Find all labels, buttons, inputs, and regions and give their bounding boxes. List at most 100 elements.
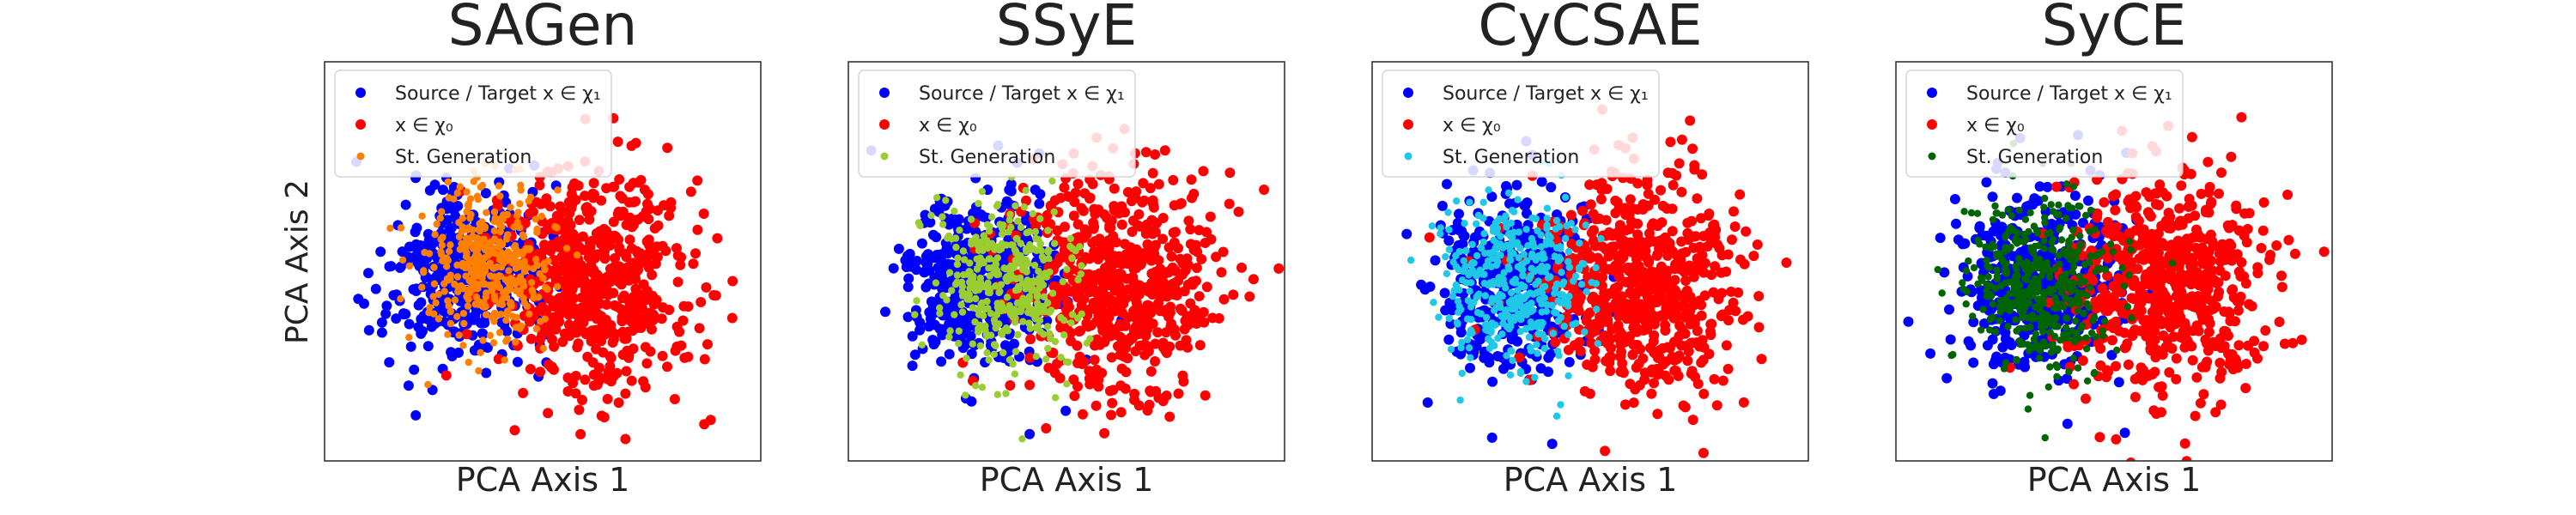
data-point xyxy=(1944,304,1954,315)
data-point xyxy=(1073,232,1084,243)
data-point xyxy=(920,209,931,221)
data-point xyxy=(1048,281,1060,292)
data-point xyxy=(447,351,458,361)
data-point xyxy=(1005,356,1014,364)
data-point xyxy=(546,362,556,373)
data-point xyxy=(526,193,535,201)
data-point xyxy=(468,269,476,276)
data-point xyxy=(1435,313,1443,321)
data-point xyxy=(1127,227,1138,237)
data-point xyxy=(1554,297,1562,305)
chart-title: SyCE xyxy=(2042,0,2187,58)
data-point xyxy=(1689,160,1700,171)
data-point xyxy=(1075,285,1085,296)
data-point xyxy=(1023,229,1030,237)
data-point xyxy=(1116,320,1127,331)
data-point xyxy=(1449,293,1457,300)
data-point xyxy=(474,196,482,203)
data-point xyxy=(1009,338,1019,349)
data-point xyxy=(1068,210,1079,221)
data-point xyxy=(509,259,517,267)
data-point xyxy=(1188,245,1200,255)
data-point xyxy=(1479,238,1487,246)
data-point xyxy=(1592,252,1603,264)
data-point xyxy=(1589,225,1599,236)
data-point xyxy=(1479,198,1487,206)
data-point xyxy=(1517,315,1525,324)
data-point xyxy=(1680,328,1691,339)
data-point xyxy=(1625,310,1636,321)
data-point xyxy=(974,241,981,249)
data-point xyxy=(592,308,603,319)
data-point xyxy=(1696,357,1707,368)
data-point xyxy=(1122,284,1133,295)
data-point xyxy=(1201,282,1212,293)
data-point xyxy=(1038,253,1047,261)
data-point xyxy=(517,181,525,189)
data-point xyxy=(596,336,607,347)
data-point xyxy=(1152,280,1163,291)
data-point xyxy=(652,251,663,263)
data-point xyxy=(1029,209,1036,218)
data-point xyxy=(1091,288,1102,298)
data-point xyxy=(434,315,443,323)
data-point xyxy=(944,234,951,242)
data-point xyxy=(1582,221,1590,229)
data-point xyxy=(1680,246,1692,258)
data-point xyxy=(439,257,447,265)
data-point xyxy=(1710,261,1721,272)
data-point xyxy=(602,393,613,404)
data-point xyxy=(609,230,620,241)
data-point xyxy=(975,209,987,220)
data-point xyxy=(439,233,447,241)
data-point xyxy=(1556,222,1564,231)
data-point xyxy=(993,266,1001,274)
data-point xyxy=(1689,265,1700,276)
data-point xyxy=(1563,221,1571,230)
legend-box xyxy=(1382,70,1660,178)
data-point xyxy=(1669,264,1680,275)
data-point xyxy=(1680,312,1692,323)
data-point xyxy=(1698,267,1710,278)
data-point xyxy=(1118,350,1128,361)
data-point xyxy=(628,178,639,189)
data-point xyxy=(617,349,629,360)
data-point xyxy=(502,337,510,345)
data-point xyxy=(489,244,496,251)
data-point xyxy=(605,369,616,380)
data-point xyxy=(514,209,522,216)
data-point xyxy=(1549,330,1557,337)
data-point xyxy=(1516,328,1524,336)
legend-entry: x ∈ χ₀ xyxy=(395,115,453,136)
data-point xyxy=(1519,260,1527,268)
data-point xyxy=(614,242,625,253)
legend-entry: Source / Target x ∈ χ₁ xyxy=(1443,83,1649,105)
data-point xyxy=(363,268,374,279)
data-point xyxy=(672,276,683,288)
data-point xyxy=(490,273,498,281)
data-point xyxy=(1662,203,1673,214)
data-point xyxy=(562,270,574,281)
data-point xyxy=(1083,339,1091,347)
data-point xyxy=(951,234,960,242)
data-point xyxy=(1009,262,1018,270)
data-point xyxy=(526,333,537,344)
data-point xyxy=(1074,351,1085,362)
data-point xyxy=(1680,294,1691,305)
series-3 xyxy=(1407,158,1605,420)
data-point xyxy=(527,207,538,217)
data-point xyxy=(998,239,1006,248)
data-point xyxy=(1024,428,1036,439)
data-point xyxy=(1175,253,1186,264)
data-point xyxy=(580,327,591,338)
data-point xyxy=(976,278,985,286)
data-point xyxy=(2050,181,2062,192)
data-point xyxy=(1025,319,1033,327)
data-point xyxy=(1144,281,1155,292)
data-point xyxy=(1041,218,1052,229)
data-point xyxy=(586,336,597,347)
data-point xyxy=(461,264,470,272)
data-point xyxy=(1144,399,1155,410)
